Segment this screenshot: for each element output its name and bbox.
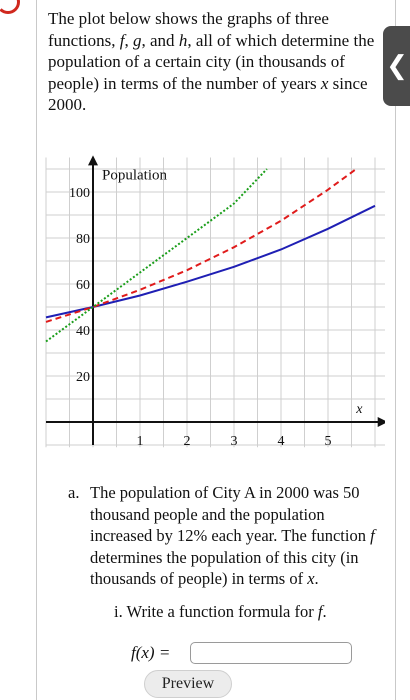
series-line-2 <box>45 168 357 323</box>
y-tick-label: 20 <box>76 370 90 385</box>
intro-var-f: f <box>119 30 125 50</box>
part-a-var-f: f <box>370 526 375 545</box>
intro-var-g: g <box>133 30 142 50</box>
problem-intro: The plot below shows the graphs of three… <box>48 8 380 116</box>
loading-arc-icon <box>0 0 20 14</box>
y-tick-label: 100 <box>69 186 90 201</box>
x-tick-label: 3 <box>231 434 238 449</box>
preview-button[interactable]: Preview <box>144 670 232 698</box>
left-frame-border <box>36 0 37 700</box>
intro-text-2: , all of which determine the population … <box>48 30 375 93</box>
part-i-var-f: f <box>317 602 323 621</box>
x-tick-label: 1 <box>137 434 144 449</box>
part-a-var-x: x <box>307 569 315 588</box>
part-a-text-3: . <box>314 569 319 588</box>
series-line-3 <box>45 168 268 343</box>
intro-sep-1: , <box>124 30 134 50</box>
part-i-text-2: . <box>322 602 327 621</box>
y-tick-label: 80 <box>76 232 90 247</box>
intro-sep-2: , and <box>141 30 179 50</box>
intro-var-h: h <box>178 30 188 50</box>
part-a: a. The population of City A in 2000 was … <box>68 482 388 590</box>
x-tick-label: 2 <box>184 434 191 449</box>
intro-text-3: since 2000. <box>48 73 368 115</box>
y-tick-label: 40 <box>76 324 90 339</box>
intro-text-1: The plot below shows the graphs of three… <box>48 9 329 50</box>
y-tick-label: 60 <box>76 278 90 293</box>
series-line-1 <box>45 204 376 319</box>
part-a-text-1: The population of City A in 2000 was 50 … <box>90 483 371 545</box>
x-axis-label: x <box>355 402 363 417</box>
y-axis-label: Population <box>102 167 168 183</box>
y-axis-arrow <box>88 155 98 166</box>
right-frame-border <box>395 0 396 700</box>
x-tick-label: 5 <box>325 434 332 449</box>
collapse-panel-button[interactable]: ❮ <box>383 26 410 106</box>
part-a-text-2: determines the population of this city (… <box>90 547 359 589</box>
population-graph: 1 2 3 4 5 20 40 60 80 100 Population x <box>45 155 385 449</box>
part-i-text-1: i. Write a function formula for <box>114 602 318 621</box>
chevron-left-icon: ❮ <box>386 51 408 81</box>
answer-label: f(x) = <box>131 643 171 662</box>
intro-var-x: x <box>320 73 329 93</box>
part-i-question: i. Write a function formula for f. <box>114 601 327 622</box>
answer-input[interactable] <box>190 642 352 664</box>
x-tick-label: 4 <box>278 434 285 449</box>
part-a-label: a. <box>68 483 80 502</box>
x-axis-arrow <box>377 417 385 427</box>
part-a-text: The population of City A in 2000 was 50 … <box>90 482 388 590</box>
